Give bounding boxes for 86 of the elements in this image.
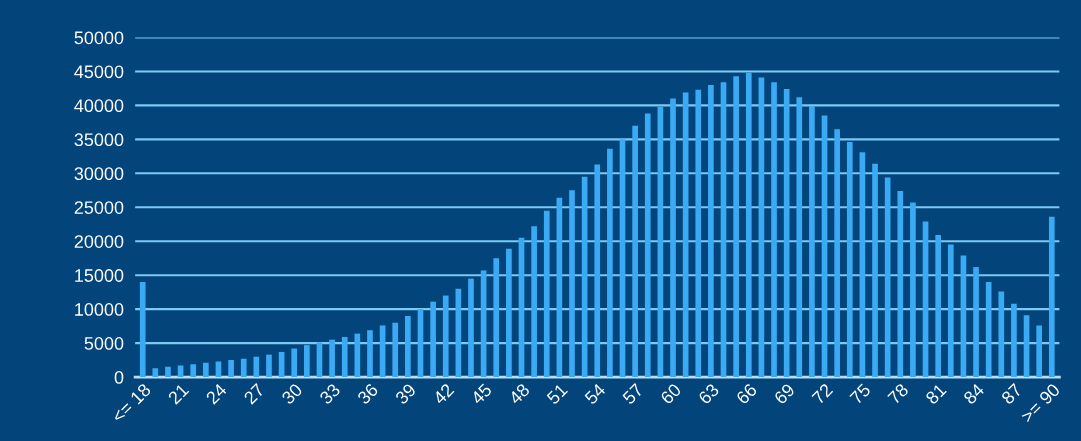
bar (506, 248, 512, 378)
bar (405, 315, 411, 378)
bar (139, 281, 146, 378)
bar (190, 364, 197, 378)
bar (935, 235, 942, 378)
bar (670, 98, 676, 378)
x-tick-label: 45 (470, 382, 493, 406)
bar (998, 291, 1005, 378)
bar (468, 278, 474, 378)
x-tick-label: 33 (318, 382, 341, 406)
bar (733, 76, 739, 378)
bar (165, 366, 171, 378)
x-tick-label: 54 (584, 382, 607, 405)
bar (329, 339, 335, 378)
x-tick-label: 84 (962, 382, 986, 405)
bar (152, 368, 159, 378)
bar (1011, 303, 1017, 378)
x-tick-label: 36 (356, 382, 379, 406)
bar (442, 295, 449, 378)
y-tick-label: 10000 (75, 303, 124, 316)
bar (367, 330, 373, 378)
y-tick-label: 50000 (74, 31, 124, 45)
bar (1036, 325, 1043, 378)
bar (884, 177, 891, 378)
y-tick-label: 40000 (74, 99, 124, 113)
y-tick-label: 25000 (74, 201, 124, 214)
bar (531, 226, 537, 378)
bar (493, 258, 500, 378)
x-tick-label: >= 90 (1020, 382, 1061, 424)
x-tick-label: 51 (546, 383, 569, 405)
bar (1048, 216, 1055, 378)
bar (973, 267, 979, 378)
x-tick-label: 69 (773, 382, 796, 405)
x-tick-label: 63 (697, 382, 720, 405)
bar (708, 85, 714, 378)
bar (796, 97, 803, 378)
x-tick-label: 72 (811, 382, 834, 405)
y-tick-label: 0 (114, 370, 124, 384)
bar (771, 82, 777, 378)
x-tick-label: 60 (659, 382, 682, 405)
y-tick-label: 20000 (74, 235, 124, 248)
bar (607, 148, 613, 378)
bar (543, 210, 550, 378)
bar (253, 356, 260, 378)
bar (947, 244, 954, 378)
x-tick-label: 24 (205, 382, 228, 405)
y-tick-label: 45000 (74, 65, 124, 79)
bar (202, 362, 209, 378)
bar (897, 190, 904, 378)
bar (910, 202, 916, 378)
x-tick-label: 30 (280, 382, 304, 406)
bar (291, 348, 298, 378)
y-tick-label: 15000 (75, 269, 124, 282)
bar (341, 336, 348, 378)
x-tick-label: 75 (849, 382, 872, 405)
y-tick-label: 5000 (84, 337, 124, 350)
bar (632, 125, 638, 378)
bar (846, 142, 853, 378)
bar (809, 106, 815, 378)
bar (392, 322, 399, 378)
bar (569, 190, 575, 378)
bar (594, 164, 601, 378)
x-tick-label: 66 (735, 382, 758, 405)
bar (872, 163, 878, 378)
bar (695, 89, 702, 378)
y-tick-label: 35000 (74, 133, 124, 147)
x-tick-label: 42 (432, 382, 455, 406)
x-tick-label: 78 (887, 382, 910, 405)
bar (228, 360, 234, 378)
y-tick-label: 30000 (74, 167, 124, 181)
bar (430, 301, 436, 378)
bar (304, 345, 310, 378)
bar (266, 354, 272, 378)
x-tick-label: 87 (1000, 382, 1023, 405)
bar (240, 358, 247, 378)
x-tick-label: 81 (924, 382, 947, 405)
bar (644, 113, 651, 378)
bar (215, 361, 222, 378)
bar (985, 281, 992, 378)
x-tick-label: 57 (621, 383, 644, 405)
x-tick-label: 48 (507, 382, 531, 406)
x-tick-label: 21 (167, 382, 190, 405)
x-tick-label: 39 (394, 382, 417, 406)
bar (834, 129, 840, 378)
bar (745, 72, 752, 378)
x-tick-label: 27 (243, 382, 265, 405)
